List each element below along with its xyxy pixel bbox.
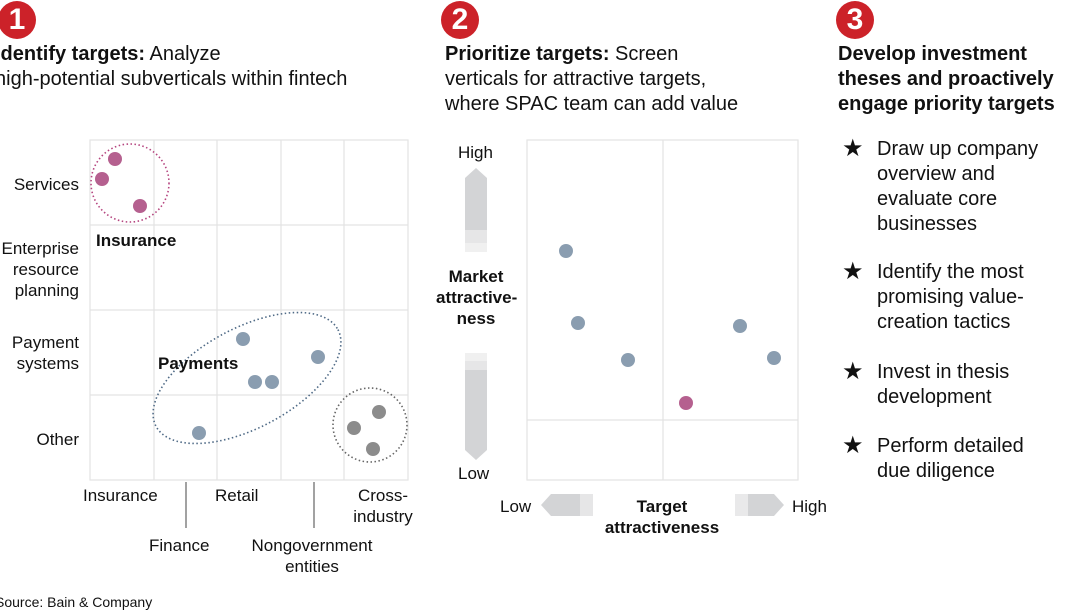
step-2-title: Prioritize targets: xyxy=(445,43,610,65)
star-icon: ★ xyxy=(842,432,864,459)
y-axis-label-3: ness xyxy=(456,309,496,328)
bullet-line: Draw up company xyxy=(877,138,1039,160)
target-dot-insurance xyxy=(679,396,693,410)
insurance-dot xyxy=(133,199,147,213)
step-1-heading: Identify targets: Analyze high-potential… xyxy=(0,42,435,92)
step-1-title: Identify targets: xyxy=(0,43,146,65)
bullet-line: businesses xyxy=(877,213,978,235)
y-axis-label-1: Market xyxy=(448,267,504,286)
bullet-text: Identify the most promising value- creat… xyxy=(877,260,1077,335)
col-label-nongov-1: Nongovernment xyxy=(251,536,373,555)
row-label-payment-2: systems xyxy=(16,354,79,373)
row-label-erp: Enterprise resource planning xyxy=(2,238,79,301)
row-label-services: Services xyxy=(13,175,79,194)
target-dot xyxy=(767,351,781,365)
y-axis-label: Market attractive- ness xyxy=(436,266,518,329)
target-dot xyxy=(559,244,573,258)
bullet-line: promising value- xyxy=(877,286,1024,308)
bullet-line: Perform detailed xyxy=(877,435,1024,457)
cluster-label-payments: Payments xyxy=(158,354,239,373)
y-axis-low: Low xyxy=(458,464,490,483)
bullet-line: overview and xyxy=(877,163,995,185)
row-label-erp-2: resource xyxy=(12,260,79,279)
step-3-line2: theses and proactively xyxy=(838,68,1054,90)
x-axis-low: Low xyxy=(500,497,532,516)
x-axis-left-arrow-icon xyxy=(541,494,593,516)
bullet-line: due diligence xyxy=(877,460,995,482)
row-label-erp-1: Enterprise xyxy=(1,239,79,258)
payments-dot xyxy=(192,426,206,440)
payments-dot xyxy=(265,375,279,389)
step-3-heading: Develop investment theses and proactivel… xyxy=(838,42,1080,117)
other-dot xyxy=(347,421,361,435)
step-2-badge: 2 xyxy=(441,1,479,39)
col-label-cross-industry: Cross- industry xyxy=(350,485,416,527)
bullet-text: Invest in thesis development xyxy=(877,360,1077,410)
payments-dot xyxy=(236,332,250,346)
insurance-dot xyxy=(108,152,122,166)
step-2-line3: where SPAC team can add value xyxy=(445,93,739,115)
x-axis-label-1: Target xyxy=(636,497,688,516)
x-axis-right-arrow-icon xyxy=(735,494,784,516)
step-1-badge: 1 xyxy=(0,1,36,39)
col-label-cross-1: Cross- xyxy=(357,486,409,505)
row-label-other: Other xyxy=(36,430,79,449)
bullet-text: Draw up company overview and evaluate co… xyxy=(877,137,1077,237)
insurance-cluster-outline xyxy=(90,143,170,223)
y-axis-high: High xyxy=(458,143,493,162)
other-dot xyxy=(372,405,386,419)
payments-cluster-outline xyxy=(152,311,342,445)
x-axis-high: High xyxy=(792,497,827,516)
step-2-title-rest: Screen xyxy=(615,43,679,65)
col-label-nongov-2: entities xyxy=(285,557,339,576)
other-dot xyxy=(366,442,380,456)
y-axis-up-arrow-icon xyxy=(465,168,487,252)
col-label-finance: Finance xyxy=(149,536,210,555)
insurance-dot xyxy=(95,172,109,186)
bullet-line: Identify the most xyxy=(877,261,1024,283)
target-dot xyxy=(733,319,747,333)
star-icon: ★ xyxy=(842,258,864,285)
step-3-line3: engage priority targets xyxy=(838,93,1055,115)
row-label-erp-3: planning xyxy=(14,281,79,300)
panel2-grid xyxy=(526,139,799,481)
col-label-nongovernment: Nongovernment entities xyxy=(242,535,382,577)
col-label-retail: Retail xyxy=(215,486,259,505)
payments-dot xyxy=(311,350,325,364)
bullet-line: Invest in thesis xyxy=(877,361,1010,383)
y-axis-label-2: attractive- xyxy=(436,288,518,307)
other-cluster-outline xyxy=(332,387,408,463)
cluster-label-insurance: Insurance xyxy=(96,231,177,250)
target-dot xyxy=(621,353,635,367)
bullet-line: evaluate core xyxy=(877,188,998,210)
star-icon: ★ xyxy=(842,135,864,162)
bullet-line: development xyxy=(877,386,992,408)
col-label-cross-2: industry xyxy=(353,507,413,526)
target-dot xyxy=(571,316,585,330)
payments-dot xyxy=(248,375,262,389)
step-1-subtitle: high-potential subverticals within finte… xyxy=(0,68,348,90)
step-2-line2: verticals for attractive targets, xyxy=(445,68,707,90)
row-label-payment-1: Payment xyxy=(11,333,79,352)
y-axis-down-arrow-icon xyxy=(465,353,487,460)
bullet-line: creation tactics xyxy=(877,311,1011,333)
source-note: Source: Bain & Company xyxy=(0,594,153,610)
panel1-grid xyxy=(89,139,409,481)
col-label-insurance: Insurance xyxy=(83,486,158,505)
step-3-line1: Develop investment xyxy=(838,43,1027,65)
star-icon: ★ xyxy=(842,358,864,385)
bullet-text: Perform detailed due diligence xyxy=(877,434,1077,484)
x-axis-label: Target attractiveness xyxy=(592,496,732,538)
step-2-heading: Prioritize targets: Screen verticals for… xyxy=(445,42,825,117)
step-3-badge: 3 xyxy=(836,1,874,39)
x-axis-label-2: attractiveness xyxy=(604,518,720,537)
row-label-payment-systems: Payment systems xyxy=(12,332,79,374)
step-1-title-rest: Analyze xyxy=(149,43,221,65)
